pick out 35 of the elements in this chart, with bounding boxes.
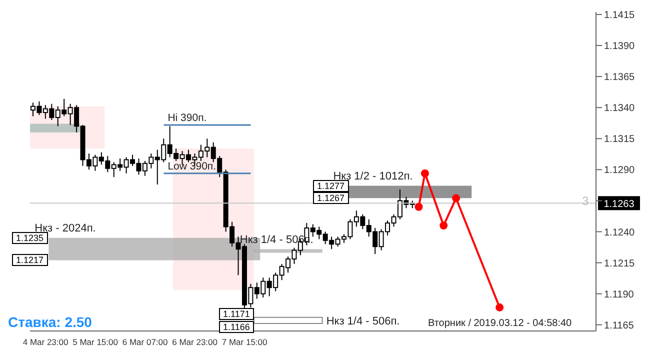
- x-tick-label: 7 Mar 15:00: [222, 337, 268, 348]
- annotation: 1.1217: [12, 254, 48, 266]
- y-tick-label: 1.1365: [604, 72, 636, 84]
- annotation: 1.1166: [219, 321, 254, 333]
- annotation: 1.1171: [219, 308, 254, 320]
- y-tick-label: 1.1315: [604, 134, 636, 146]
- point: [440, 221, 448, 230]
- y-tick-label: 1.1190: [604, 289, 634, 300]
- ref-line-label: Low 390п.: [168, 160, 216, 172]
- y-tick-label: 1.1215: [604, 258, 636, 270]
- ref-line-label: 1.1263: [604, 199, 635, 210]
- y-tick-label: 1.1240: [604, 227, 636, 238]
- annotation: 1.1267: [313, 192, 349, 204]
- point: [452, 194, 460, 202]
- annotation: Вторник / 2019.03.12 - 04:58:40: [428, 318, 572, 329]
- y-tick-label: 1.1165: [604, 320, 634, 332]
- annotation: Ставка: 2.50: [8, 314, 92, 330]
- x-tick-label: 6 Mar 23:00: [172, 337, 218, 348]
- annotation: 1.1235: [12, 232, 48, 244]
- band-label: Нкз - 2024п.: [34, 222, 96, 235]
- band-label: Нкз 1/4 - 506п.: [326, 315, 400, 328]
- annotation: 1.1277: [313, 180, 349, 192]
- x-tick-label: 6 Mar 07:00: [122, 337, 168, 348]
- point: [420, 169, 429, 178]
- x-tick-label: 4 Mar 23:00: [22, 337, 68, 348]
- y-tick-label: 1.1340: [604, 103, 636, 114]
- y-tick-label: 1.1290: [604, 165, 636, 176]
- band-label: Нкз 1/2 - 1012п.: [333, 170, 413, 183]
- ref-line-label: Hi 390п.: [168, 112, 207, 124]
- point: [496, 303, 504, 312]
- point: [414, 202, 423, 211]
- y-tick-label: 1.1390: [604, 41, 636, 52]
- y-tick-label: 1.1415: [604, 10, 636, 22]
- annotation: 3: [582, 194, 589, 208]
- x-tick-label: 5 Mar 15:00: [72, 337, 118, 348]
